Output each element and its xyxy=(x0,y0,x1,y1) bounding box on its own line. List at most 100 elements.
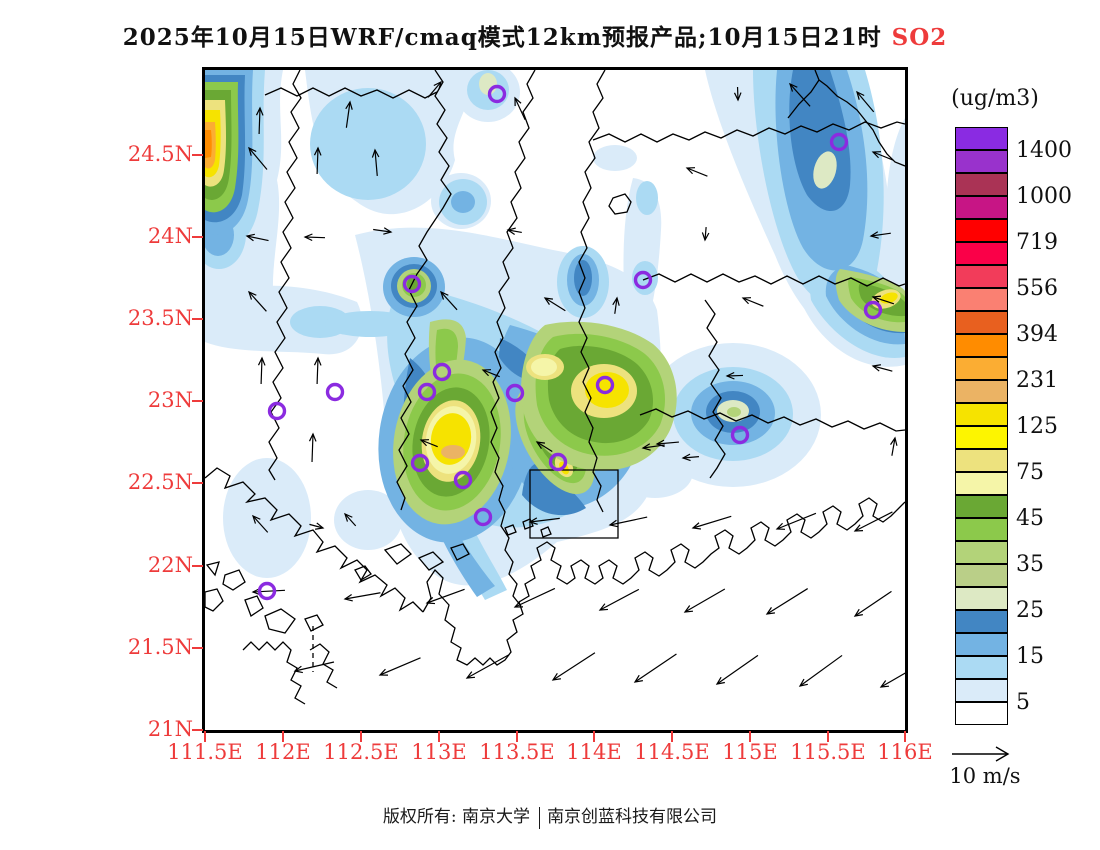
lat-label-21N: 21N xyxy=(147,717,193,741)
wind-arrow-icon xyxy=(345,101,351,128)
boundary-line xyxy=(818,79,906,167)
colorbar-box xyxy=(955,219,1008,242)
wind-arrowhead-icon xyxy=(789,82,798,92)
colorbar-box xyxy=(955,610,1008,633)
lon-label-112.5E: 112.5E xyxy=(323,740,399,764)
wind-arrow-icon xyxy=(599,588,640,611)
colorbar-level-label: 231 xyxy=(1016,368,1058,393)
colorbar-box xyxy=(955,403,1008,426)
wind-arrowhead-icon xyxy=(535,441,546,449)
wind-arrowhead-icon xyxy=(255,106,264,116)
wind-arrowhead-icon xyxy=(543,297,554,305)
city-marker-icon xyxy=(633,270,653,290)
colorbar-level-label: 5 xyxy=(1016,690,1030,715)
wind-arrow-icon xyxy=(872,365,893,372)
wind-arrowhead-icon xyxy=(481,369,492,377)
boundary-line xyxy=(639,408,906,432)
lon-tick xyxy=(360,731,362,742)
wind-arrow-icon xyxy=(726,374,744,377)
colorbar-level-label: 35 xyxy=(1016,552,1044,577)
contour-fill xyxy=(531,358,557,376)
colorbar-box xyxy=(955,357,1008,380)
wind-arrowhead-icon xyxy=(315,522,325,530)
lat-label-24N: 24N xyxy=(147,224,193,248)
lat-label-24.5N: 24.5N xyxy=(127,142,193,166)
wind-arrowhead-icon xyxy=(252,514,261,524)
island-outline xyxy=(204,588,224,612)
contour-fill xyxy=(223,458,311,578)
colorbar-box xyxy=(955,380,1008,403)
colorbar-level-label: 719 xyxy=(1016,230,1058,255)
wind-arrow-icon xyxy=(552,652,596,681)
wind-arrowhead-icon xyxy=(853,608,863,617)
colorbar-box xyxy=(955,242,1008,265)
wind-arrowhead-icon xyxy=(733,92,742,102)
wind-arrow-icon xyxy=(891,437,896,456)
colorbar-box xyxy=(955,587,1008,610)
boundary-line xyxy=(578,69,606,513)
wind-arrowhead-icon xyxy=(871,364,881,372)
title-main: 2025年10月15日WRF/cmaq模式12km预报产品;10月15日21时 xyxy=(122,24,882,51)
boundary-line xyxy=(642,273,906,287)
island-outline xyxy=(522,518,534,530)
lon-tick xyxy=(204,731,206,742)
colorbar-box xyxy=(955,426,1008,449)
city-marker-icon xyxy=(548,452,568,472)
city-marker-icon xyxy=(487,84,507,104)
contour-fill xyxy=(310,88,426,200)
footer-company: 南京创蓝科技有限公司 xyxy=(547,807,718,827)
lon-label-114E: 114E xyxy=(566,740,622,764)
wind-arrowhead-icon xyxy=(775,522,786,530)
wind-arrow-icon xyxy=(634,653,677,683)
wind-arrowhead-icon xyxy=(383,227,393,235)
wind-arrow-icon xyxy=(482,369,500,378)
colorbar-level-label: 75 xyxy=(1016,460,1044,485)
wind-arrowhead-icon xyxy=(371,148,380,158)
lon-tick xyxy=(671,731,673,742)
island-outline xyxy=(244,595,264,617)
wind-arrowhead-icon xyxy=(765,607,776,615)
wind-arrowhead-icon xyxy=(890,436,898,446)
contour-fill xyxy=(574,260,592,296)
city-marker-icon xyxy=(505,383,525,403)
wind-arrow-icon xyxy=(872,296,895,305)
wind-arrow-icon xyxy=(704,226,707,241)
colorbar-box xyxy=(955,449,1008,472)
contour-fill xyxy=(451,191,475,213)
contour-fill xyxy=(813,151,837,189)
wind-arrow-icon xyxy=(426,588,465,604)
lat-tick xyxy=(192,647,203,649)
wind-arrowhead-icon xyxy=(856,90,865,100)
city-marker-icon xyxy=(595,375,615,395)
city-marker-icon xyxy=(325,382,345,402)
boundary-line xyxy=(422,497,906,666)
wind-arrowhead-icon xyxy=(343,594,353,602)
wind-arrowhead-icon xyxy=(869,231,879,239)
wind-arrowhead-icon xyxy=(303,233,313,242)
wind-arrowhead-icon xyxy=(425,597,436,605)
wind-arrowhead-icon xyxy=(853,524,864,532)
boundary-line xyxy=(592,121,906,143)
wind-arrow-icon xyxy=(258,107,261,135)
lon-label-113E: 113E xyxy=(411,740,467,764)
wind-arrow-icon xyxy=(682,456,699,459)
colorbar-box xyxy=(955,541,1008,564)
lat-label-22N: 22N xyxy=(147,553,193,577)
wind-arrowhead-icon xyxy=(633,674,643,683)
wind-arrow-icon xyxy=(427,81,442,98)
city-marker-icon xyxy=(410,453,430,473)
lon-label-112E: 112E xyxy=(255,740,311,764)
wind-arrowhead-icon xyxy=(433,80,442,90)
lat-tick xyxy=(192,154,203,156)
island-outline xyxy=(304,614,324,632)
lon-tick xyxy=(516,731,518,742)
footer-divider xyxy=(539,806,541,829)
wind-arrow-icon xyxy=(692,515,732,529)
wind-arrow-icon xyxy=(246,235,269,242)
contour-fill xyxy=(636,181,658,215)
colorbar-level-label: 45 xyxy=(1016,506,1044,531)
wind-arrowhead-icon xyxy=(608,519,618,528)
lat-tick xyxy=(192,236,203,238)
wind-arrow-icon xyxy=(656,441,679,445)
wind-arrowhead-icon xyxy=(681,453,691,462)
